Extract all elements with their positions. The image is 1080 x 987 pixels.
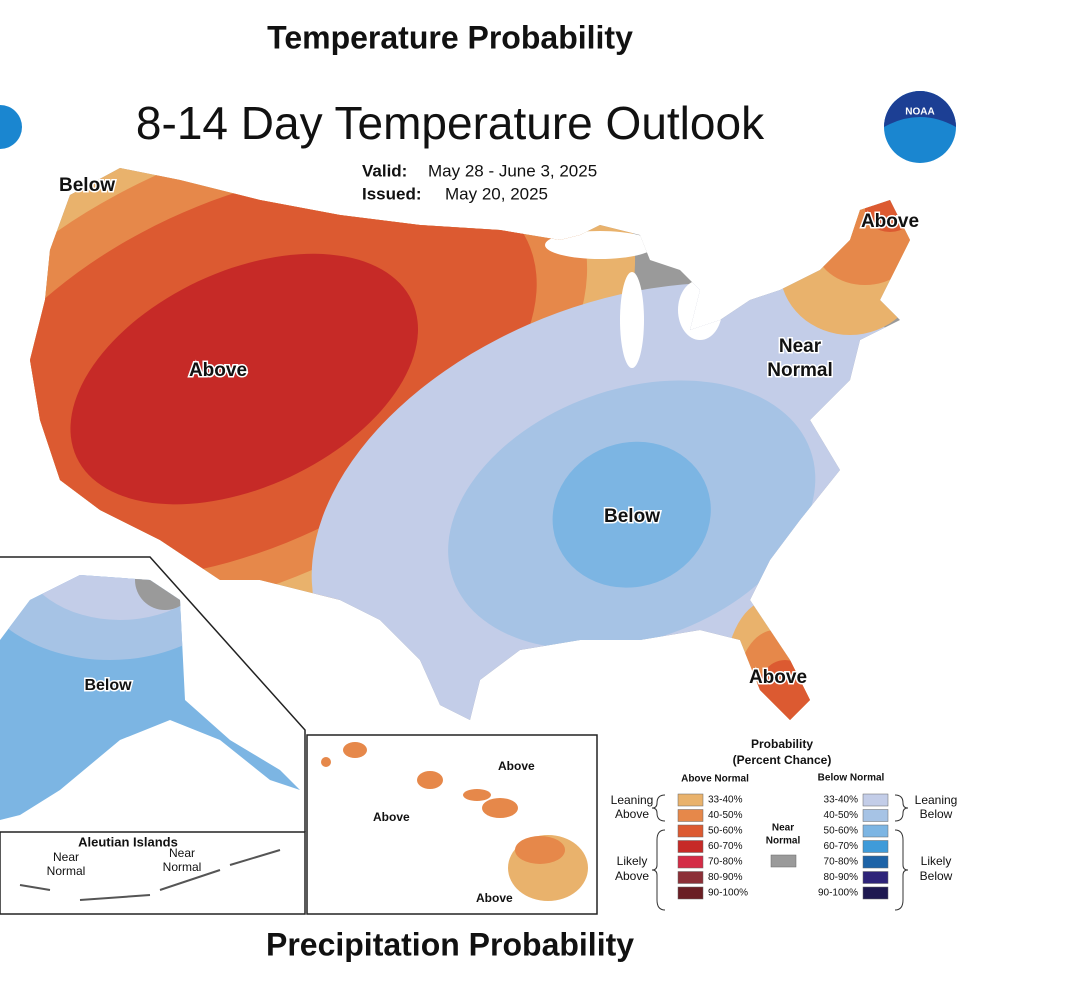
map-label: Near <box>779 336 822 357</box>
aleutian-inset: Aleutian Islands Near Normal Near Normal <box>0 831 306 915</box>
legend-group: Likely <box>617 854 648 868</box>
map-label: Aleutian Islands <box>78 834 178 849</box>
map-label: Normal <box>47 864 86 878</box>
map-label: Above <box>373 810 410 824</box>
legend-swatch <box>862 886 889 900</box>
legend-label: 80-90% <box>824 872 859 883</box>
map-label: Above <box>476 891 513 905</box>
legend-swatch <box>862 871 889 884</box>
legend-swatch <box>677 824 704 838</box>
legend-swatch <box>677 886 704 900</box>
legend-group: Likely <box>921 854 952 868</box>
noaa-logo: NOAA <box>0 91 956 163</box>
legend-swatch <box>677 793 704 807</box>
page-title: Temperature Probability <box>267 19 633 55</box>
legend-group: Leaning <box>915 793 958 807</box>
legend-group: Leaning <box>611 793 654 807</box>
legend-label: 70-80% <box>708 857 743 868</box>
map-label: Above <box>749 667 807 688</box>
legend-label: 70-80% <box>824 857 859 868</box>
legend-swatch <box>862 793 889 807</box>
legend-label: 50-60% <box>708 826 743 837</box>
map-label: Below <box>59 175 115 196</box>
legend-label: 40-50% <box>708 810 743 821</box>
legend-group: Normal <box>766 836 801 847</box>
legend-label: 60-70% <box>824 841 859 852</box>
legend-header: Below Normal <box>818 773 885 784</box>
legend-swatch <box>770 854 797 868</box>
legend-header: Above Normal <box>681 774 749 785</box>
legend-label: 50-60% <box>824 826 859 837</box>
legend-label: 90-100% <box>708 888 748 899</box>
map-title: 8-14 Day Temperature Outlook <box>136 97 765 149</box>
legend-label: 60-70% <box>708 841 743 852</box>
legend-subtitle: (Percent Chance) <box>733 753 832 767</box>
legend-group: Above <box>615 807 649 821</box>
valid-label: Valid: <box>362 161 407 180</box>
legend-label: 33-40% <box>708 795 743 806</box>
legend-swatch <box>862 809 889 822</box>
issued: May 20, 2025 <box>445 184 548 203</box>
legend-label: 40-50% <box>824 810 859 821</box>
legend-swatch <box>862 855 889 869</box>
legend-swatch <box>677 840 704 853</box>
map-label: Below <box>604 506 660 527</box>
legend-label: 90-100% <box>818 888 858 899</box>
map-label: Above <box>189 360 247 381</box>
map-label: Above <box>498 759 535 773</box>
legend-group: Below <box>920 869 953 883</box>
legend-swatch <box>677 809 704 822</box>
legend: Probability (Percent Chance) Above Norma… <box>611 737 958 911</box>
map-label: Near <box>53 850 79 864</box>
logo-text: NOAA <box>905 107 934 118</box>
issued-label: Issued: <box>362 184 422 203</box>
map-label: Below <box>84 677 132 694</box>
legend-group: Above <box>615 869 649 883</box>
legend-swatch <box>677 871 704 884</box>
map-label: Near <box>169 846 195 860</box>
legend-swatch <box>677 855 704 869</box>
hawaii-inset: Above Above Above <box>306 734 598 915</box>
legend-label: 80-90% <box>708 872 743 883</box>
legend-swatch <box>862 824 889 838</box>
valid: May 28 - June 3, 2025 <box>428 161 597 180</box>
map-label: Normal <box>767 360 832 381</box>
map-label: Above <box>861 211 919 232</box>
legend-title: Probability <box>751 737 813 751</box>
legend-group: Below <box>920 807 953 821</box>
legend-group: Near <box>772 823 794 834</box>
map-label: Normal <box>163 860 202 874</box>
legend-label: 33-40% <box>824 795 859 806</box>
page-footer: Precipitation Probability <box>266 926 634 962</box>
legend-swatch <box>862 840 889 853</box>
